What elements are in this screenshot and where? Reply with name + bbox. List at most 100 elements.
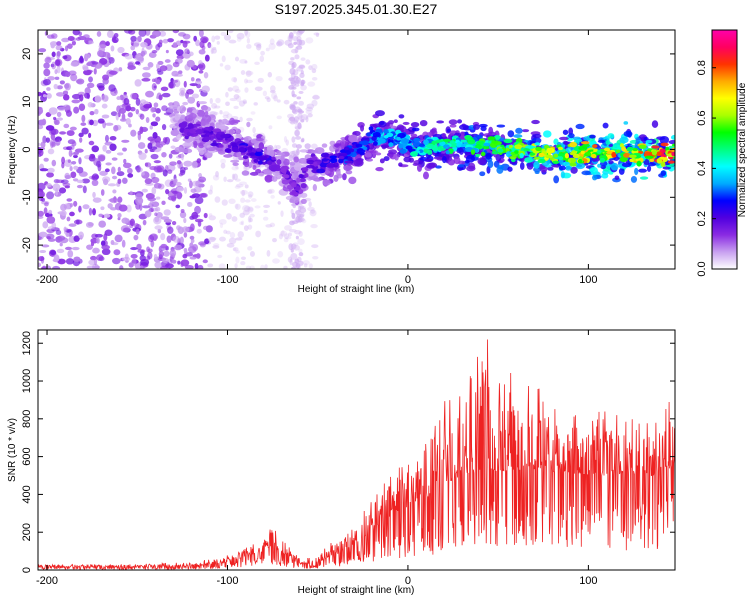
spectral-blob xyxy=(85,40,89,45)
spectral-blob xyxy=(278,233,283,240)
spectral-blob xyxy=(276,40,283,47)
spectral-blob xyxy=(221,55,226,63)
spectral-blob xyxy=(225,230,231,235)
spectral-blob xyxy=(160,233,166,241)
spectral-blob xyxy=(375,152,382,156)
spectral-blob xyxy=(231,146,239,153)
spectral-blob xyxy=(121,177,128,184)
spectral-blob xyxy=(70,61,79,67)
spectral-blob xyxy=(379,158,385,164)
spectral-blob xyxy=(107,203,113,209)
spectral-blob xyxy=(98,85,105,91)
spectral-blob xyxy=(71,161,77,165)
spectral-blob xyxy=(310,223,318,229)
spectral-blob xyxy=(294,230,302,235)
spectral-blob xyxy=(61,37,70,43)
spectral-blob xyxy=(121,139,130,143)
spectral-blob xyxy=(51,51,56,58)
spectral-blob xyxy=(203,136,212,141)
spectral-blob xyxy=(140,258,150,266)
spectral-blob xyxy=(291,189,296,195)
spectral-blob xyxy=(226,243,235,248)
spectral-blob xyxy=(130,253,138,259)
spectral-blob xyxy=(138,30,147,37)
spectral-blob xyxy=(280,210,284,217)
y-tick-label: 0 xyxy=(21,146,33,152)
spectral-blob xyxy=(118,67,123,72)
spectral-blob xyxy=(476,140,485,144)
spectral-blob xyxy=(553,153,559,158)
spectral-blob xyxy=(189,128,197,134)
spectral-blob xyxy=(298,90,304,94)
spectral-blob xyxy=(38,48,47,53)
spectral-blob xyxy=(189,256,197,260)
spectral-blob xyxy=(292,261,299,268)
spectral-blob xyxy=(301,167,309,172)
spectral-blob xyxy=(288,77,295,82)
spectral-blob xyxy=(143,128,147,132)
spectral-blob xyxy=(349,148,355,153)
spectral-blob xyxy=(220,158,227,164)
spectral-blob xyxy=(214,35,221,40)
spectral-blob xyxy=(301,137,305,143)
spectral-blob xyxy=(232,173,238,181)
snr-y-axis-label: SNR (10 * v/v) xyxy=(7,418,18,482)
spectral-blob xyxy=(477,157,487,166)
spectral-blob xyxy=(161,200,166,206)
spectral-blob xyxy=(599,157,606,163)
spectral-blob xyxy=(402,121,410,126)
spectral-blob xyxy=(48,107,58,115)
spectral-blob xyxy=(299,192,308,198)
spectral-blob xyxy=(272,258,280,264)
spectral-blob xyxy=(89,110,95,116)
spectral-blob xyxy=(311,149,319,154)
spectral-blob xyxy=(65,109,72,117)
spectral-blob xyxy=(399,148,407,154)
spectral-blob xyxy=(231,77,237,83)
spectral-blob xyxy=(243,101,247,105)
spectral-blob xyxy=(589,134,596,139)
spectral-blob xyxy=(524,157,534,163)
spectral-blob xyxy=(127,173,134,178)
spectral-blob xyxy=(232,85,240,92)
spectral-blob xyxy=(56,41,62,46)
spectral-blob xyxy=(408,157,415,163)
spectral-blob xyxy=(108,70,118,75)
spectral-blob xyxy=(153,182,162,189)
spectral-blob xyxy=(464,135,472,141)
spectral-blob xyxy=(62,182,71,187)
spectral-blob xyxy=(236,32,245,40)
spectral-blob xyxy=(92,247,100,254)
spectral-blob xyxy=(398,162,403,167)
spectral-blob xyxy=(80,122,87,126)
spectral-blob xyxy=(73,256,81,262)
spectral-blob xyxy=(552,160,560,164)
spectral-blob xyxy=(290,48,298,54)
spectral-blob xyxy=(76,184,83,189)
spectral-blob xyxy=(101,176,111,183)
spectral-blob xyxy=(60,210,67,216)
spectral-blob xyxy=(291,62,295,69)
spectral-blob xyxy=(140,41,148,48)
spectral-blob xyxy=(151,186,157,195)
spectral-blob xyxy=(292,244,300,251)
spectral-blob xyxy=(67,159,71,164)
spectral-blob xyxy=(154,212,158,217)
spectral-blob xyxy=(202,37,208,44)
spectral-blob xyxy=(141,171,145,176)
spectral-blob xyxy=(187,201,193,207)
spectral-blob xyxy=(142,219,147,226)
spectral-blob xyxy=(335,168,341,177)
spectral-blob xyxy=(176,191,183,200)
colorbar-ticks: 0.0 0.2 0.4 0.6 0.8 xyxy=(696,60,716,277)
spectral-blob xyxy=(88,207,93,216)
spectral-blob xyxy=(296,66,304,72)
spectral-blob xyxy=(378,121,385,126)
spectral-blob xyxy=(45,137,51,143)
spectral-blob xyxy=(185,252,194,257)
spectral-blob xyxy=(660,161,666,167)
spectral-blob xyxy=(180,152,184,161)
spectral-blob xyxy=(62,55,68,60)
spectral-blob xyxy=(531,119,540,125)
spectral-blob xyxy=(51,141,56,148)
